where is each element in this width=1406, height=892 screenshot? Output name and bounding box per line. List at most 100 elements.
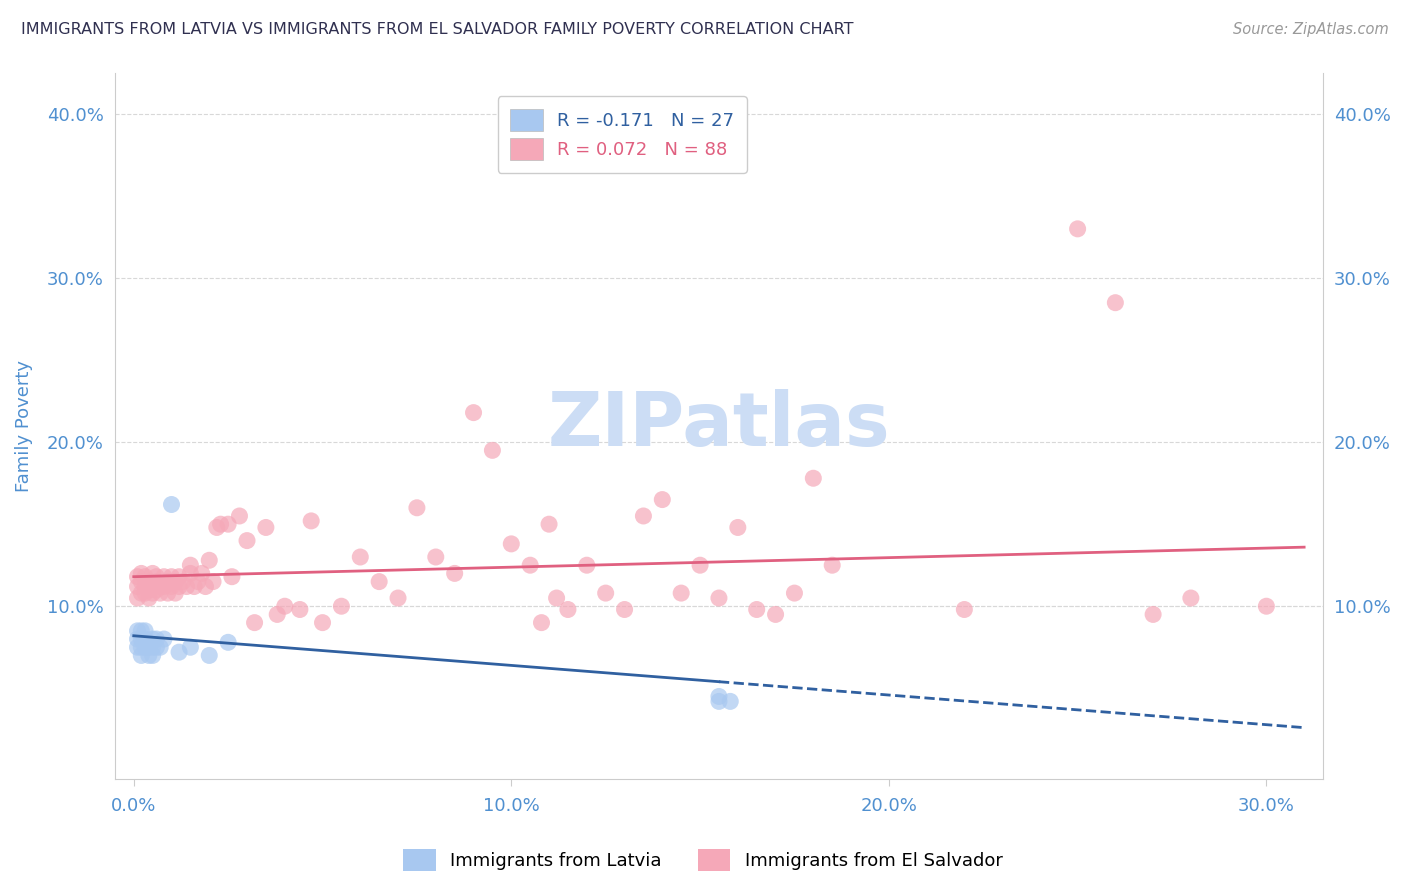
Point xyxy=(538,517,561,532)
Point xyxy=(519,558,541,573)
Point xyxy=(198,553,221,567)
Point xyxy=(138,648,160,663)
Point xyxy=(160,498,183,512)
Point xyxy=(131,586,153,600)
Point xyxy=(131,574,153,589)
Point xyxy=(131,640,153,655)
Legend: R = -0.171   N = 27, R = 0.072   N = 88: R = -0.171 N = 27, R = 0.072 N = 88 xyxy=(498,96,747,173)
Point xyxy=(160,580,183,594)
Point xyxy=(145,582,167,597)
Point xyxy=(651,492,673,507)
Point xyxy=(288,602,311,616)
Point xyxy=(217,517,239,532)
Point xyxy=(669,586,692,600)
Point xyxy=(131,624,153,638)
Point xyxy=(131,632,153,646)
Point xyxy=(153,580,176,594)
Point xyxy=(167,570,190,584)
Point xyxy=(575,558,598,573)
Point xyxy=(134,632,156,646)
Text: Source: ZipAtlas.com: Source: ZipAtlas.com xyxy=(1233,22,1389,37)
Point xyxy=(138,591,160,605)
Point xyxy=(299,514,322,528)
Point xyxy=(613,602,636,616)
Point xyxy=(311,615,333,630)
Point xyxy=(187,574,209,589)
Point xyxy=(1180,591,1202,605)
Point xyxy=(274,599,297,614)
Legend: Immigrants from Latvia, Immigrants from El Salvador: Immigrants from Latvia, Immigrants from … xyxy=(396,842,1010,879)
Point xyxy=(221,570,243,584)
Point xyxy=(138,640,160,655)
Point xyxy=(145,570,167,584)
Point xyxy=(707,694,730,708)
Point xyxy=(236,533,259,548)
Point xyxy=(142,580,165,594)
Point xyxy=(406,500,429,515)
Point xyxy=(179,640,201,655)
Point xyxy=(1066,222,1088,236)
Point xyxy=(443,566,465,581)
Point xyxy=(134,570,156,584)
Point xyxy=(131,648,153,663)
Point xyxy=(160,570,183,584)
Point xyxy=(142,586,165,600)
Point xyxy=(156,586,179,600)
Point xyxy=(349,549,371,564)
Point xyxy=(149,586,172,600)
Point xyxy=(266,607,288,622)
Point xyxy=(1142,607,1164,622)
Point xyxy=(425,549,447,564)
Point xyxy=(463,406,485,420)
Point xyxy=(243,615,266,630)
Point xyxy=(254,520,277,534)
Point xyxy=(228,508,250,523)
Point xyxy=(190,566,212,581)
Point xyxy=(202,574,225,589)
Point xyxy=(501,537,523,551)
Point xyxy=(801,471,824,485)
Point xyxy=(167,645,190,659)
Point xyxy=(821,558,844,573)
Point xyxy=(127,591,149,605)
Point xyxy=(481,443,503,458)
Point xyxy=(156,574,179,589)
Text: ZIPatlas: ZIPatlas xyxy=(547,389,890,462)
Point xyxy=(165,574,187,589)
Point xyxy=(127,640,149,655)
Point xyxy=(183,580,205,594)
Point xyxy=(145,640,167,655)
Point xyxy=(595,586,617,600)
Point xyxy=(718,694,741,708)
Point xyxy=(167,580,190,594)
Point xyxy=(633,508,655,523)
Point xyxy=(138,582,160,597)
Point xyxy=(727,520,749,534)
Point xyxy=(745,602,768,616)
Point xyxy=(953,602,976,616)
Point xyxy=(707,690,730,704)
Point xyxy=(149,580,172,594)
Point xyxy=(1256,599,1278,614)
Point xyxy=(198,648,221,663)
Point xyxy=(209,517,232,532)
Point xyxy=(134,624,156,638)
Point xyxy=(205,520,228,534)
Point xyxy=(217,635,239,649)
Point xyxy=(1104,295,1126,310)
Point xyxy=(127,580,149,594)
Point xyxy=(153,632,176,646)
Point xyxy=(194,580,217,594)
Point xyxy=(134,580,156,594)
Point xyxy=(330,599,353,614)
Point xyxy=(131,566,153,581)
Point xyxy=(557,602,579,616)
Point xyxy=(707,591,730,605)
Point xyxy=(149,640,172,655)
Y-axis label: Family Poverty: Family Poverty xyxy=(15,359,32,491)
Point xyxy=(134,586,156,600)
Point xyxy=(387,591,409,605)
Point xyxy=(176,580,198,594)
Point xyxy=(138,574,160,589)
Point xyxy=(142,632,165,646)
